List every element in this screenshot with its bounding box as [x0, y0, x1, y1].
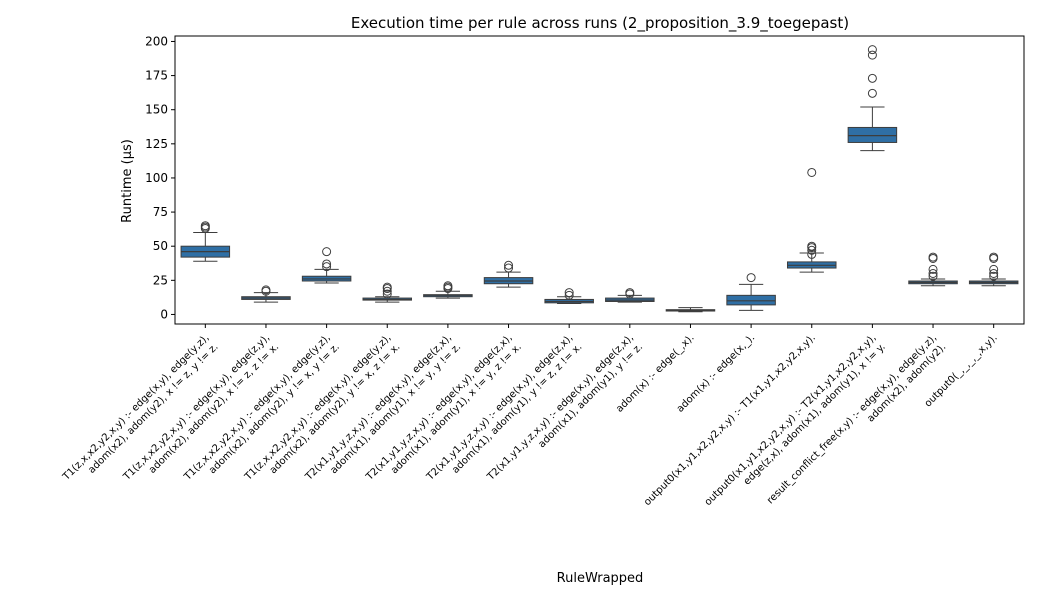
outlier-point	[504, 263, 514, 273]
box-9	[665, 307, 716, 328]
box-2	[241, 285, 291, 328]
outlier-point	[928, 252, 938, 262]
outlier-point	[867, 50, 877, 60]
outlier-point	[807, 245, 817, 255]
x-tick-label-line: edge(z,x), adom(x1), adom(y1), x != y.	[742, 342, 888, 488]
outlier-point	[867, 88, 877, 98]
outlier-point	[261, 285, 271, 295]
outlier-point	[382, 289, 392, 299]
plot-frame	[174, 35, 1025, 325]
outlier-point	[867, 73, 877, 83]
box-body	[726, 294, 776, 306]
outlier-point	[746, 273, 756, 283]
outlier-point	[382, 286, 392, 296]
outlier-point	[867, 45, 877, 55]
outlier-point	[504, 260, 514, 270]
y-tick-label-125: 125	[145, 137, 168, 151]
outlier-point	[322, 262, 332, 272]
outlier-point	[564, 288, 574, 298]
box-11	[786, 167, 837, 328]
y-tick-label-0: 0	[160, 307, 168, 321]
box-10	[726, 273, 776, 328]
chart-title: Execution time per rule across runs (2_p…	[351, 14, 849, 33]
box-6	[483, 260, 534, 328]
x-axis-label: RuleWrapped	[557, 571, 644, 586]
outlier-point	[564, 290, 574, 300]
outlier-point	[807, 167, 817, 177]
outlier-point	[625, 288, 635, 298]
outlier-point	[382, 282, 392, 292]
box-4	[362, 282, 413, 328]
box-12	[847, 45, 898, 328]
outlier-point	[989, 271, 999, 281]
box-8	[605, 288, 655, 328]
box-body	[847, 126, 898, 143]
outlier-point	[200, 221, 210, 231]
outlier-point	[443, 281, 453, 291]
box-5	[423, 281, 473, 328]
outlier-point	[928, 268, 938, 278]
box-13	[908, 252, 958, 328]
y-tick-label-100: 100	[145, 171, 168, 185]
y-tick-label-25: 25	[153, 273, 168, 287]
outlier-point	[322, 259, 332, 269]
y-tick-label-75: 75	[153, 205, 168, 219]
outlier-point	[989, 264, 999, 274]
box-3	[301, 247, 352, 328]
y-tick-label-150: 150	[145, 103, 168, 117]
outlier-point	[989, 268, 999, 278]
y-tick-label-50: 50	[153, 239, 168, 253]
y-tick-label-200: 200	[145, 34, 168, 48]
box-1	[180, 221, 231, 328]
outlier-point	[989, 252, 999, 262]
box-7	[544, 288, 594, 328]
outlier-point	[928, 271, 938, 281]
outlier-point	[807, 241, 817, 251]
y-axis-label: Runtime (µs)	[120, 139, 135, 223]
outlier-point	[322, 247, 332, 257]
y-tick-label-175: 175	[145, 69, 168, 83]
box-14	[968, 252, 1019, 328]
outlier-point	[928, 264, 938, 274]
